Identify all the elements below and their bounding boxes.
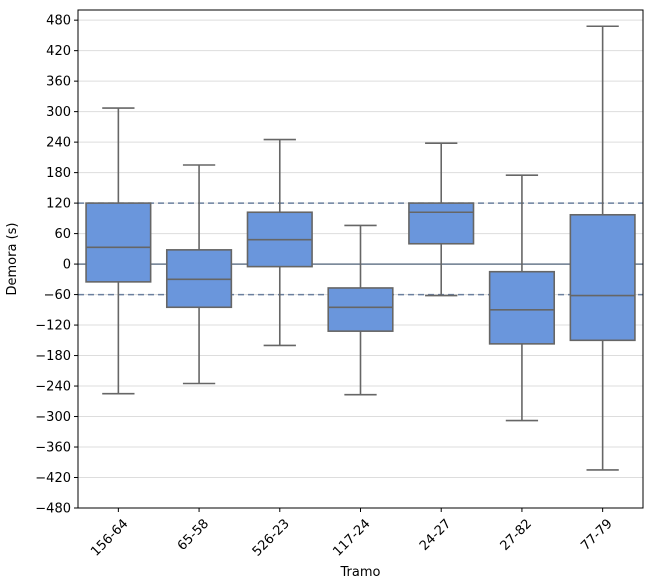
y-tick-label: 240 [46,136,71,151]
box-27-82 [488,174,556,422]
y-tick-label: −480 [35,502,71,517]
box-body [327,287,394,332]
y-tick-label: 480 [46,14,71,29]
box-body [488,270,556,345]
x-tick-label: 24-27 [417,516,454,553]
box-117-24 [327,224,394,396]
box-body [85,202,152,283]
x-tick-label: 65-58 [175,516,212,553]
x-axis-label: Tramo [340,565,381,580]
box-77-79 [569,25,636,471]
y-tick-label: −180 [35,349,71,364]
y-axis-label: Demora (s) [5,223,20,296]
y-tick-label: 0 [63,258,71,273]
x-tick-label: 526-23 [250,516,293,559]
y-axis: −480 −420 −360 −300 −240 −180 −120 −60 0 60 120 180… [35,14,78,517]
box-526-23 [246,138,313,347]
y-tick-label: −360 [35,441,71,456]
x-tick-label: 117-24 [330,516,373,559]
plot-frame [77,9,644,509]
y-tick-label: 180 [46,166,71,181]
y-tick-label: 120 [46,197,71,212]
box-65-58 [165,164,233,385]
box-156-64 [85,107,152,395]
x-tick-label: 77-79 [578,516,615,553]
y-tick-label: 420 [46,44,71,59]
x-tick-label: 156-64 [88,516,131,559]
y-tick-label: −120 [35,319,71,334]
box-body [569,213,636,342]
y-tick-label: 300 [46,105,71,120]
box-24-27 [408,142,475,297]
y-tick-label: −240 [35,380,71,395]
y-tick-label: −60 [44,288,71,303]
x-axis: 156-64 65-58 526-23 117-24 24-27 27-82 77-79 [88,508,616,560]
y-tick-label: 60 [54,227,71,242]
y-tick-label: −300 [35,410,71,425]
y-tick-label: 360 [46,75,71,90]
boxes [85,25,636,471]
x-tick-label: 27-82 [498,516,535,553]
box-body [408,202,475,245]
y-tick-label: −420 [35,471,71,486]
